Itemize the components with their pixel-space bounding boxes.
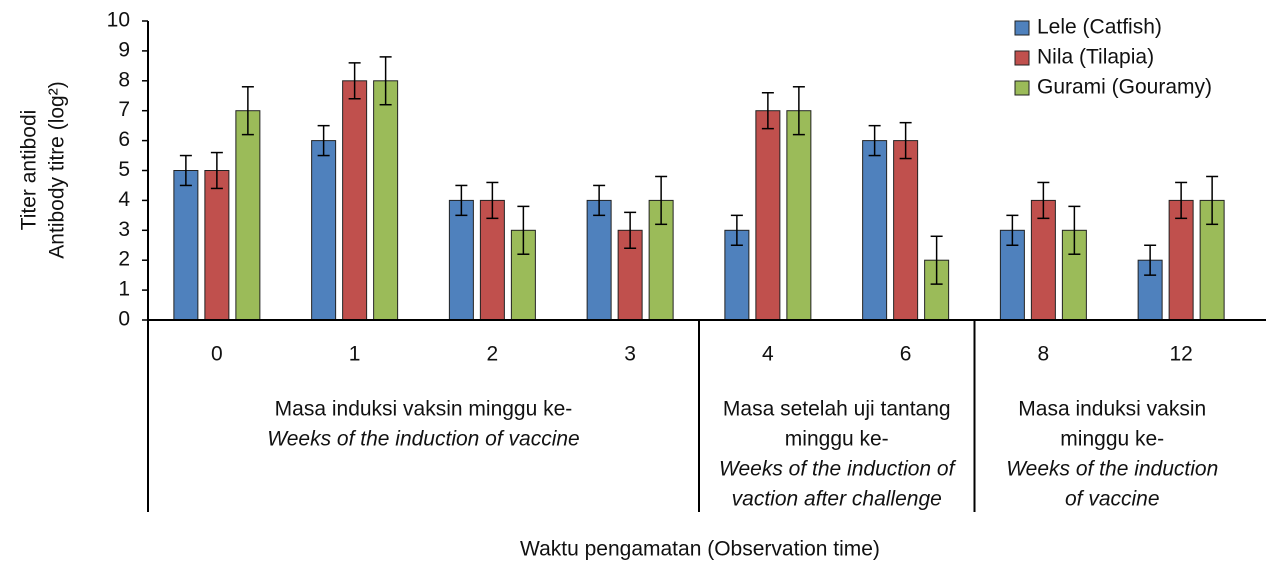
error-bar: [868, 124, 881, 157]
x-tick-label: 1: [349, 343, 361, 366]
error-bar: [1006, 214, 1019, 246]
legend-label: Nila (Tilapia): [1037, 46, 1154, 69]
legend-swatch: [1014, 50, 1030, 66]
y-tick-label: 4: [118, 188, 130, 211]
error-bar: [899, 121, 912, 160]
error-bar: [517, 205, 530, 255]
error-bar: [486, 181, 499, 220]
x-tick-label: 3: [624, 343, 636, 366]
y-tick-label: 3: [118, 218, 130, 241]
error-bar: [1175, 181, 1188, 220]
bar: [893, 140, 919, 321]
error-bar: [241, 86, 254, 136]
error-bar: [179, 154, 192, 187]
group-label: minggu ke-: [1060, 428, 1164, 451]
x-axis-label: Waktu pengamatan (Observation time): [520, 538, 880, 561]
y-tick-label: 1: [118, 278, 130, 301]
y-tick-label: 10: [107, 9, 130, 32]
bar: [311, 140, 337, 321]
y-tick-label: 2: [118, 248, 130, 271]
group-translation: of vaccine: [1065, 488, 1160, 511]
bar: [204, 170, 230, 321]
x-tick-label: 12: [1169, 343, 1192, 366]
y-tick-label: 8: [118, 68, 130, 91]
error-bar: [210, 151, 223, 190]
group-label: Masa induksi vaksin minggu ke-: [275, 398, 573, 421]
y-tick-label: 9: [118, 38, 130, 61]
bar: [235, 110, 261, 321]
legend-label: Gurami (Gouramy): [1037, 76, 1212, 99]
bar: [1168, 199, 1194, 321]
error-bar: [1068, 205, 1081, 255]
bar: [786, 110, 812, 321]
y-tick-label: 6: [118, 128, 130, 151]
bar: [479, 199, 505, 321]
bar: [173, 170, 199, 321]
legend-swatch: [1014, 20, 1030, 36]
group-label: Masa setelah uji tantang: [723, 398, 951, 421]
bar: [373, 80, 399, 321]
group-translation: vaction after challenge: [732, 488, 942, 511]
x-tick-label: 6: [900, 343, 912, 366]
error-bar: [792, 86, 805, 136]
error-bar: [348, 62, 361, 100]
y-axis-label: Titer antibodi: [18, 110, 41, 231]
bar: [448, 199, 474, 321]
legend-swatch: [1014, 80, 1030, 96]
bar: [586, 199, 612, 321]
error-bar: [730, 214, 743, 246]
error-bar: [455, 184, 468, 217]
bar: [862, 140, 888, 321]
error-bar: [593, 184, 606, 217]
group-label: minggu ke-: [785, 428, 889, 451]
bar: [342, 80, 368, 321]
group-label: Masa induksi vaksin: [1018, 398, 1206, 421]
y-axis-label: Antibody titre (log²): [46, 81, 69, 258]
x-tick-label: 4: [762, 343, 774, 366]
error-bar: [379, 56, 392, 106]
error-bar: [317, 124, 330, 157]
group-translation: Weeks of the induction: [1006, 458, 1218, 481]
legend-label: Lele (Catfish): [1037, 16, 1162, 39]
x-tick-label: 0: [211, 343, 223, 366]
group-translation: Weeks of the induction of vaccine: [267, 428, 579, 451]
y-tick-label: 0: [118, 308, 130, 331]
group-translation: Weeks of the induction of: [719, 458, 957, 481]
x-tick-label: 8: [1038, 343, 1050, 366]
error-bar: [761, 92, 774, 130]
x-tick-label: 2: [487, 343, 499, 366]
error-bar: [1206, 175, 1219, 226]
error-bar: [655, 175, 668, 226]
error-bar: [1144, 244, 1157, 276]
error-bar: [624, 211, 637, 249]
bar: [755, 110, 781, 321]
y-tick-label: 5: [118, 158, 130, 181]
error-bar: [1037, 181, 1050, 220]
y-tick-label: 7: [118, 98, 130, 121]
error-bar: [930, 235, 943, 285]
